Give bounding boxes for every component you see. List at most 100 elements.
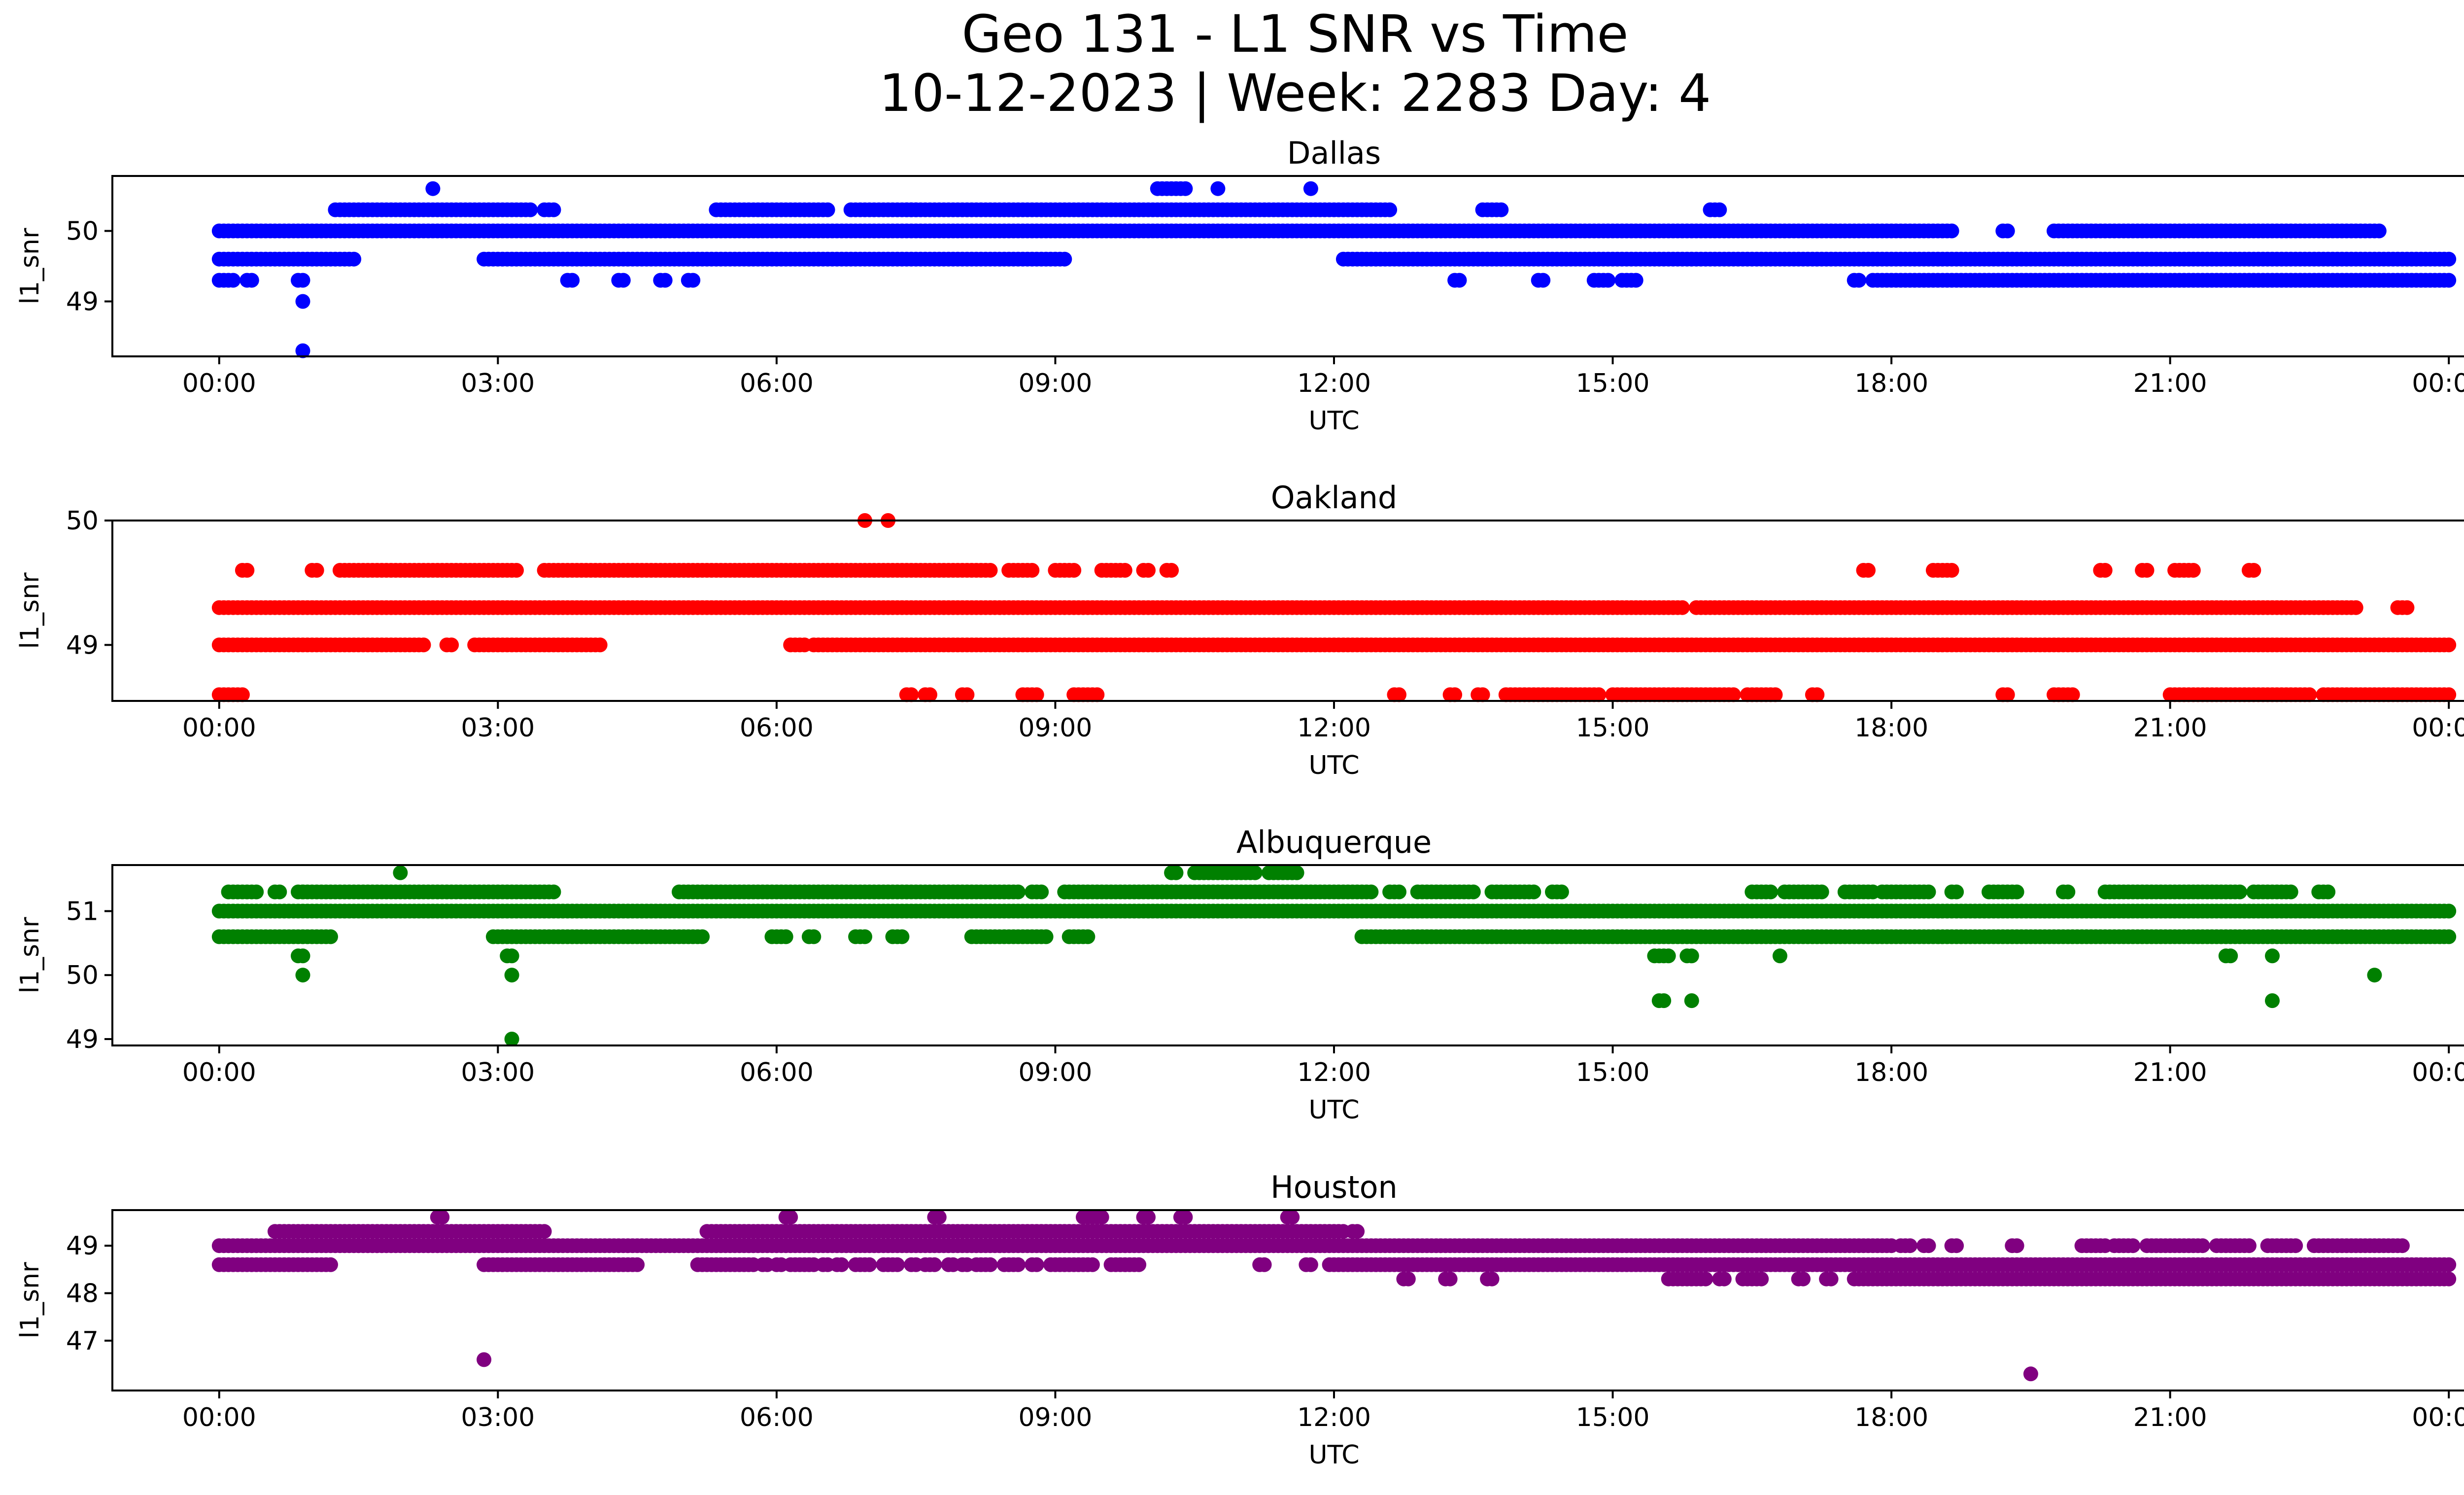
- albuquerque-data-point: [806, 929, 821, 944]
- houston-x-tick-label: 21:00: [2133, 1403, 2207, 1432]
- albuquerque-x-tick-label: 06:00: [740, 1058, 814, 1087]
- dallas-x-tick-label: 12:00: [1297, 369, 1371, 398]
- oakland-x-tick-label: 00:00: [2412, 713, 2464, 743]
- dallas-x-tick-label: 03:00: [461, 369, 535, 398]
- oakland-data-point: [2441, 687, 2457, 702]
- albuquerque-data-point: [1034, 884, 1049, 900]
- dallas-data-point: [346, 251, 362, 267]
- albuquerque-data-point: [1168, 865, 1184, 880]
- albuquerque-data-point: [504, 948, 519, 964]
- albuquerque-data-point: [1814, 884, 1829, 900]
- oakland-data-point: [1164, 563, 1179, 578]
- oakland-data-point: [1117, 563, 1132, 578]
- dallas-x-tick-label: 15:00: [1576, 369, 1650, 398]
- houston-x-axis-label: UTC: [1308, 1440, 1359, 1470]
- houston-data-point: [1094, 1210, 1109, 1225]
- dallas-x-tick-label: 21:00: [2133, 369, 2207, 398]
- albuquerque-data-point: [546, 884, 561, 900]
- houston-data-point: [1754, 1271, 1769, 1286]
- albuquerque-data-point: [1684, 993, 1699, 1008]
- houston-data-point: [1698, 1271, 1713, 1286]
- houston-data-point: [1921, 1238, 1936, 1253]
- dallas-data-point: [295, 294, 310, 309]
- oakland-data-point: [904, 687, 919, 702]
- oakland-y-axis-label: l1_snr: [15, 572, 45, 649]
- albuquerque-y-tick-label: 50: [66, 961, 99, 990]
- houston-x-ticks: 00:00 03:00 06:00 09:00 12:00 15:00 18:00 21:00…: [182, 1391, 2464, 1432]
- oakland-data-point: [1447, 687, 1463, 702]
- houston-x-tick-label: 15:00: [1576, 1403, 1650, 1432]
- albuquerque-data-point: [2009, 884, 2024, 900]
- albuquerque-data-point: [2283, 884, 2298, 900]
- houston-data-point: [783, 1210, 798, 1225]
- oakland-y-tick-label: 50: [66, 506, 99, 536]
- oakland-x-tick-label: 18:00: [1854, 713, 1928, 743]
- houston-x-tick-label: 12:00: [1297, 1403, 1371, 1432]
- houston-x-tick-label: 06:00: [740, 1403, 814, 1432]
- houston-data-point: [323, 1257, 338, 1272]
- oakland-data-point: [444, 637, 459, 653]
- albuquerque-x-tick-label: 15:00: [1576, 1058, 1650, 1087]
- albuquerque-data-point: [1656, 993, 1672, 1008]
- albuquerque-data-point: [1526, 884, 1541, 900]
- houston-x-tick-label: 09:00: [1019, 1403, 1093, 1432]
- houston-data-point: [2195, 1238, 2210, 1253]
- houston-data-point: [1085, 1257, 1100, 1272]
- albuquerque-data-point: [2265, 993, 2280, 1008]
- oakland-data-point: [1726, 687, 1741, 702]
- oakland-data-point: [1768, 687, 1783, 702]
- houston-data-point: [1401, 1271, 1416, 1286]
- dallas-data-point: [523, 202, 538, 217]
- dallas-data-point: [820, 202, 835, 217]
- oakland-x-ticks: 00:00 03:00 06:00 09:00 12:00 15:00 18:00 21:00…: [182, 701, 2464, 743]
- albuquerque-data-point: [504, 1032, 519, 1046]
- houston-data-point: [537, 1224, 552, 1239]
- oakland-data-point: [2246, 563, 2261, 578]
- albuquerque-data-point: [295, 968, 310, 983]
- dallas-data-point: [1944, 223, 1959, 239]
- albuquerque-x-tick-label: 00:00: [2412, 1058, 2464, 1087]
- houston-data-point: [2023, 1366, 2038, 1382]
- dallas-data-point: [1057, 251, 1072, 267]
- albuquerque-data-point: [1949, 884, 1964, 900]
- dallas-y-tick-label: 50: [66, 217, 99, 246]
- dallas-x-tick-label: 09:00: [1019, 369, 1093, 398]
- dallas-x-axis-label: UTC: [1308, 406, 1359, 436]
- houston-data-point: [1131, 1257, 1147, 1272]
- dallas-x-ticks: 00:00 03:00 06:00 09:00 12:00 15:00 18:00 21:00…: [182, 356, 2464, 398]
- albuquerque-data-point: [1684, 948, 1699, 964]
- oakland-data-point: [959, 687, 975, 702]
- dallas-data-point: [1851, 273, 1867, 288]
- dallas-data-point: [2441, 251, 2457, 267]
- houston-data-point: [1823, 1271, 1839, 1286]
- oakland-data-point: [592, 637, 608, 653]
- houston-data-point: [2441, 1257, 2457, 1272]
- dallas-x-tick-label: 06:00: [740, 369, 814, 398]
- dallas-x-tick-label: 00:00: [2412, 369, 2464, 398]
- houston-y-tick-label: 49: [66, 1231, 99, 1261]
- oakland-data-point: [240, 563, 255, 578]
- oakland-x-tick-label: 03:00: [461, 713, 535, 743]
- dallas-data-point: [1303, 181, 1318, 196]
- albuquerque-data-point: [1038, 929, 1054, 944]
- oakland-data-point: [416, 637, 431, 653]
- houston-data-point: [1796, 1271, 1811, 1286]
- houston-panel: Houston 00:00 03:00 06:00 09:00 12:00 15:00 18…: [15, 1169, 2464, 1470]
- houston-data-point: [1484, 1271, 1500, 1286]
- houston-data-point: [890, 1257, 905, 1272]
- albuquerque-x-tick-label: 09:00: [1019, 1058, 1093, 1087]
- oakland-data-point: [1475, 687, 1490, 702]
- oakland-data-point: [309, 563, 324, 578]
- albuquerque-data-point: [1763, 884, 1778, 900]
- oakland-data-point: [2348, 600, 2363, 615]
- houston-y-tick-label: 47: [66, 1326, 99, 1356]
- houston-x-tick-label: 00:00: [2412, 1403, 2464, 1432]
- albuquerque-data-point: [1661, 948, 1676, 964]
- houston-data-point: [1442, 1271, 1458, 1286]
- albuquerque-data-point: [2367, 968, 2382, 983]
- oakland-x-tick-label: 12:00: [1297, 713, 1371, 743]
- dallas-data-point: [2371, 223, 2387, 239]
- albuquerque-x-tick-label: 00:00: [182, 1058, 256, 1087]
- oakland-x-tick-label: 15:00: [1576, 713, 1650, 743]
